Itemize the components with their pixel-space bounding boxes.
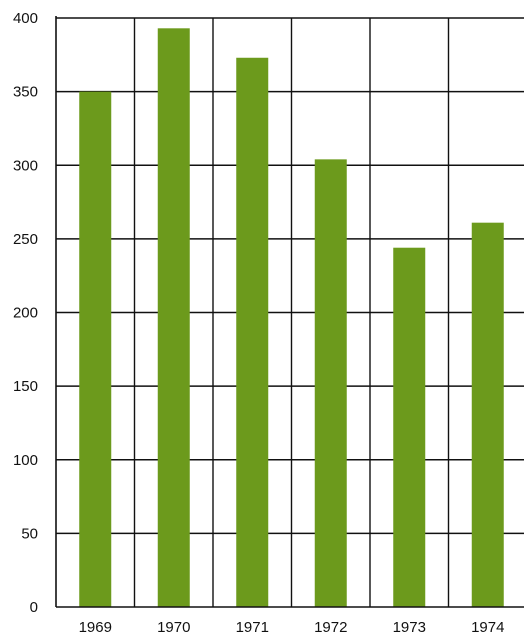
- y-tick-label: 150: [13, 378, 38, 395]
- y-tick-label: 250: [13, 231, 38, 248]
- x-tick-label: 1970: [157, 619, 190, 636]
- y-tick-label: 300: [13, 157, 38, 174]
- bar-1974: [471, 222, 504, 608]
- y-tick-label: 200: [13, 305, 38, 322]
- bar-1970: [157, 28, 190, 608]
- axes: [55, 16, 524, 608]
- y-tick-label: 350: [13, 84, 38, 101]
- bars: [79, 28, 504, 608]
- y-tick-labels: 0 50 100 150 200 250 300 350 400: [13, 10, 38, 616]
- x-tick-label: 1969: [79, 619, 112, 636]
- bar-1969: [79, 91, 112, 607]
- grid-lines: [56, 17, 524, 607]
- x-tick-label: 1973: [393, 619, 426, 636]
- y-tick-label: 400: [13, 10, 38, 27]
- bar-1972: [314, 159, 347, 608]
- x-tick-labels: 1969 1970 1971 1972 1973 1974: [79, 619, 505, 636]
- bar-1971: [236, 57, 269, 607]
- y-tick-label: 0: [30, 599, 38, 616]
- y-tick-label: 50: [21, 525, 38, 542]
- x-tick-label: 1971: [236, 619, 269, 636]
- x-tick-label: 1974: [471, 619, 504, 636]
- y-tick-label: 100: [13, 452, 38, 469]
- x-tick-label: 1972: [314, 619, 347, 636]
- bar-1973: [393, 247, 426, 607]
